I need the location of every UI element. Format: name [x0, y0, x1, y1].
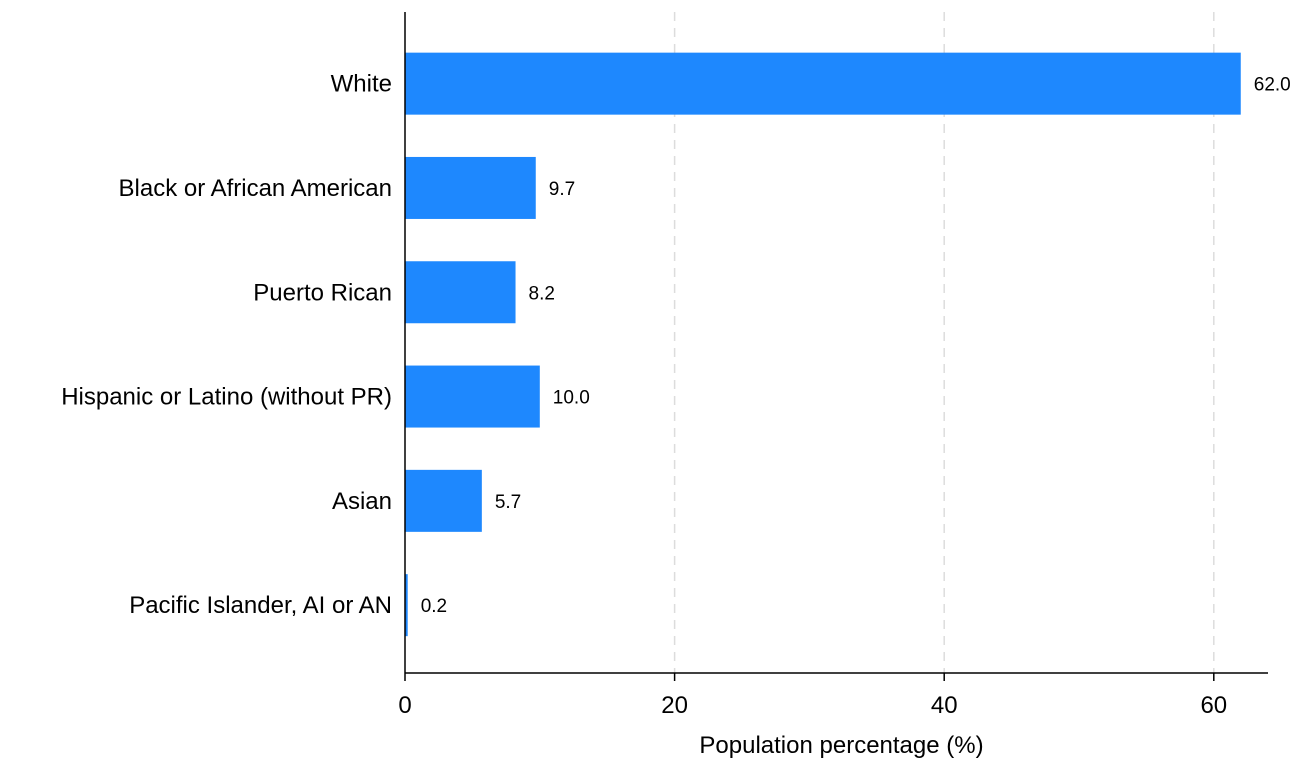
bar-5 [405, 574, 408, 637]
data-label-4: 5.7 [495, 492, 521, 513]
category-label-1: Black or African American [119, 175, 392, 202]
data-label-3: 10.0 [553, 388, 590, 409]
x-axis-title: Population percentage (%) [699, 732, 983, 758]
data-label-5: 0.2 [421, 596, 447, 617]
gridlines [673, 12, 1215, 673]
x-tick-label-60: 60 [1200, 692, 1227, 719]
category-label-3: Hispanic or Latino (without PR) [61, 384, 392, 411]
bar-0 [405, 52, 1241, 115]
bar-1 [405, 156, 536, 219]
x-tick-label-40: 40 [931, 692, 958, 719]
bar-3 [405, 365, 540, 428]
category-label-2: Puerto Rican [253, 279, 392, 306]
bar-4 [405, 469, 482, 532]
category-label-5: Pacific Islander, AI or AN [129, 592, 392, 619]
category-label-4: Asian [332, 488, 392, 515]
labels: 0 20 40 60 White 62.0 Black or African America… [61, 71, 1291, 719]
x-tick-label-0: 0 [398, 692, 411, 719]
x-tick-label-20: 20 [661, 692, 688, 719]
data-label-2: 8.2 [529, 283, 555, 304]
data-label-1: 9.7 [549, 179, 575, 200]
bar-2 [405, 261, 516, 324]
bars [405, 52, 1241, 637]
category-label-0: White [331, 71, 392, 98]
axes [404, 12, 1268, 674]
data-label-0: 62.0 [1254, 75, 1291, 96]
